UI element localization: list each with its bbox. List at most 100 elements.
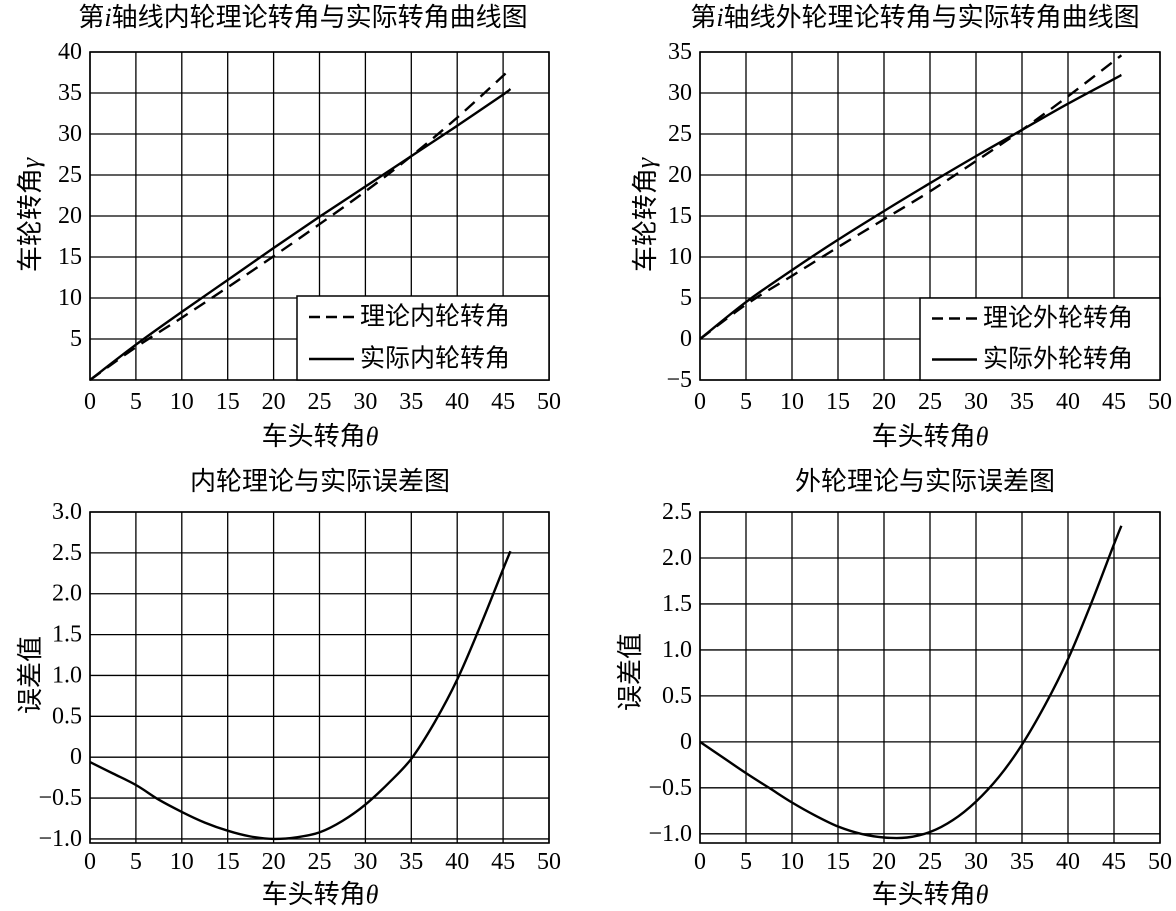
inner-angle-chart: 0 5 10 15 20 25 30 35 40 45 50 5 10 15 20 25 30 35 40 第i轴线内…: [16, 3, 562, 451]
y-tick-label: 2.0: [52, 581, 82, 607]
x-tick-label: 10: [170, 389, 194, 415]
x-tick-label: 20: [872, 849, 896, 875]
x-tick-label: 25: [308, 849, 332, 875]
x-tick-label: 40: [1056, 389, 1080, 415]
y-tick-label: 3.0: [52, 499, 82, 525]
x-tick-label: 0: [694, 389, 706, 415]
chart-title: 内轮理论与实际误差图: [190, 467, 450, 496]
y-tick-label: 10: [668, 244, 692, 270]
inner-error-chart: 0 5 10 15 20 25 30 35 40 45 50 −1.0 −0.5 0 0.5 1.0 1.5 2.…: [16, 467, 562, 909]
outer-error-curve: [699, 525, 1123, 840]
y-tick-label: −5: [666, 367, 692, 393]
y-tick-label: 25: [668, 121, 692, 147]
x-tick-label: 15: [216, 389, 240, 415]
x-tick-label: 25: [918, 389, 942, 415]
y-tick-label: 30: [668, 80, 692, 106]
x-axis-label: 车头转角θ: [872, 880, 989, 909]
y-tick-label: 5: [680, 285, 692, 311]
x-tick-label: 10: [170, 849, 194, 875]
y-tick-label: −1.0: [38, 826, 82, 852]
x-tick-label: 0: [84, 389, 96, 415]
x-tick-label: 30: [353, 389, 377, 415]
y-tick-label: 20: [58, 203, 82, 229]
y-tick-label: 15: [668, 203, 692, 229]
x-tick-label: 35: [399, 389, 423, 415]
legend-label: 理论内轮转角: [360, 303, 510, 331]
x-tick-label: 30: [964, 849, 988, 875]
chart-title: 第i轴线外轮理论转角与实际转角曲线图: [690, 3, 1139, 32]
x-tick-label: 35: [399, 849, 423, 875]
x-tick-label: 45: [491, 849, 515, 875]
legend-box: [919, 297, 1161, 381]
y-tick-label: 35: [668, 39, 692, 65]
legend-box: [296, 295, 550, 381]
theoretical-outer-angle-line: [699, 54, 1123, 340]
x-tick-label: 15: [216, 849, 240, 875]
x-tick-label: 40: [445, 389, 469, 415]
actual-inner-angle-line: [89, 87, 512, 381]
y-tick-label: 1.5: [52, 622, 82, 648]
legend-label: 理论外轮转角: [983, 304, 1133, 332]
y-tick-label: 0: [680, 729, 692, 755]
x-tick-label: 0: [84, 849, 96, 875]
y-tick-label: 15: [58, 244, 82, 270]
y-axis-label: 误差值: [616, 633, 645, 711]
y-axis-label: 车轮转角γ: [16, 157, 45, 272]
y-tick-label: 25: [58, 162, 82, 188]
x-tick-label: 15: [826, 389, 850, 415]
y-tick-label: −1.0: [648, 821, 692, 847]
x-tick-label: 20: [872, 389, 896, 415]
x-tick-label: 5: [740, 389, 752, 415]
outer-error-chart: 0 5 10 15 20 25 30 35 40 45 50 −1.0 −0.5 0 0.5 1.0 1.5 2.…: [616, 467, 1173, 909]
y-tick-label: −0.5: [38, 785, 82, 811]
x-tick-label: 10: [780, 389, 804, 415]
x-tick-label: 45: [1102, 389, 1126, 415]
y-tick-label: 30: [58, 121, 82, 147]
x-tick-label: 20: [262, 849, 286, 875]
y-tick-label: 2.0: [662, 545, 692, 571]
y-tick-label: 20: [668, 162, 692, 188]
y-axis-label: 误差值: [16, 636, 45, 714]
x-tick-label: 35: [1010, 389, 1034, 415]
x-tick-label: 45: [491, 389, 515, 415]
y-tick-label: 10: [58, 285, 82, 311]
x-tick-label: 10: [780, 849, 804, 875]
y-axis-label: 车轮转角γ: [631, 157, 660, 272]
y-tick-label: 0: [70, 744, 82, 770]
y-tick-label: 40: [58, 39, 82, 65]
x-tick-label: 25: [918, 849, 942, 875]
x-tick-label: 30: [353, 849, 377, 875]
x-tick-label: 50: [537, 849, 561, 875]
y-tick-label: 0.5: [52, 703, 82, 729]
x-tick-label: 50: [1148, 849, 1172, 875]
x-tick-label: 5: [130, 849, 142, 875]
x-tick-label: 50: [537, 389, 561, 415]
x-tick-label: 5: [740, 849, 752, 875]
x-tick-label: 30: [964, 389, 988, 415]
theoretical-inner-angle-line: [89, 67, 512, 381]
y-tick-label: −0.5: [648, 775, 692, 801]
x-tick-label: 40: [1056, 849, 1080, 875]
x-tick-label: 0: [694, 849, 706, 875]
legend-label: 实际内轮转角: [360, 345, 510, 373]
plot-frame: [89, 511, 550, 844]
y-tick-label: 0: [680, 326, 692, 352]
x-tick-label: 40: [445, 849, 469, 875]
plot-frame: [699, 511, 1161, 844]
x-tick-label: 35: [1010, 849, 1034, 875]
x-axis-label: 车头转角θ: [262, 422, 379, 451]
outer-angle-chart: 0 5 10 15 20 25 30 35 40 45 50−505101520253035第i轴线…: [631, 3, 1173, 451]
inner-error-curve: [89, 550, 512, 841]
x-tick-label: 5: [130, 389, 142, 415]
y-tick-label: 1.0: [662, 637, 692, 663]
y-tick-label: 35: [58, 80, 82, 106]
x-tick-label: 45: [1102, 849, 1126, 875]
y-tick-label: 1.5: [662, 591, 692, 617]
x-tick-label: 20: [262, 389, 286, 415]
x-tick-label: 15: [826, 849, 850, 875]
y-tick-label: 0.5: [662, 683, 692, 709]
